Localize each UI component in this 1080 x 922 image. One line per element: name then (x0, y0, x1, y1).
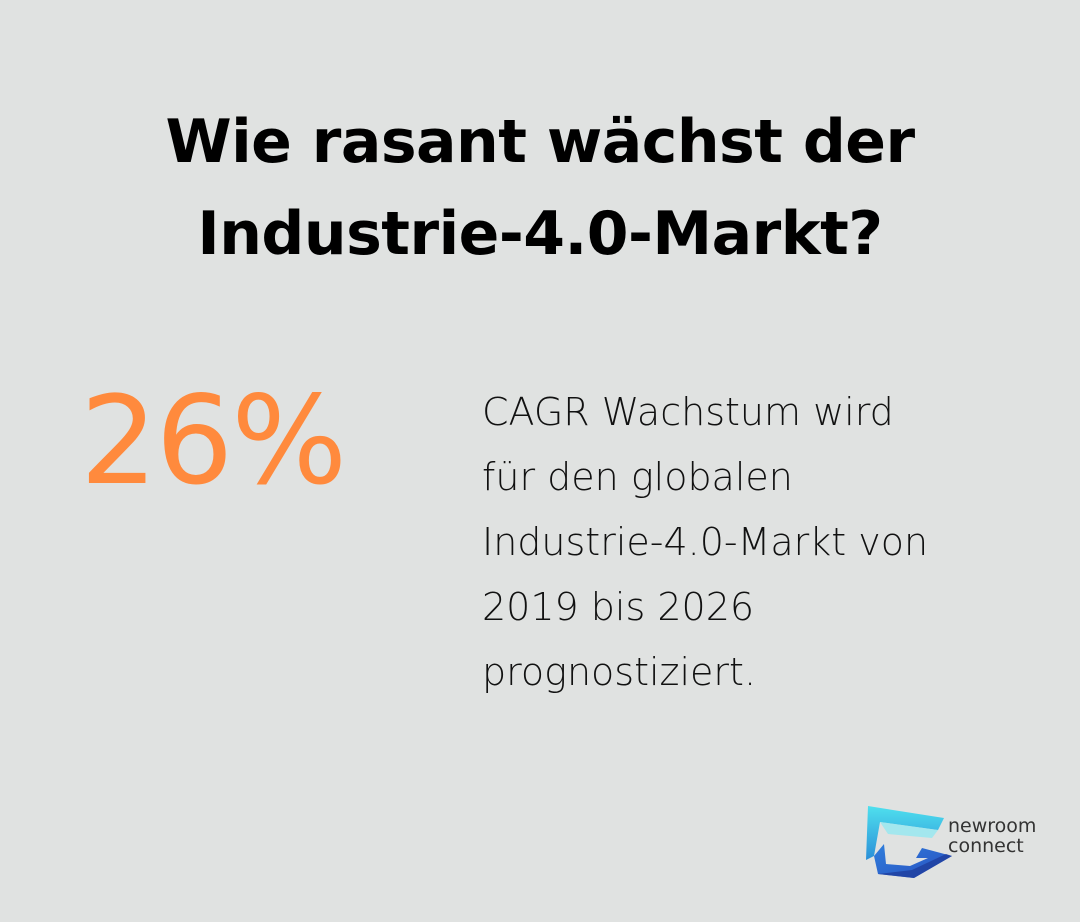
stat-value: 26% (80, 370, 347, 512)
newroom-connect-logo-icon (866, 806, 952, 878)
brand-logo: newroom connect (866, 804, 1046, 880)
stat-description-line-4: 2019 bis 2026 (482, 585, 755, 629)
page-title: Wie rasant wächst der Industrie-4.0-Mark… (40, 96, 1040, 280)
title-line-2: Industrie-4.0-Markt? (197, 199, 883, 269)
stat-description-line-5: prognostiziert. (482, 650, 757, 694)
title-line-1: Wie rasant wächst der (165, 107, 915, 177)
stat-description: CAGR Wachstum wird für den globalen Indu… (482, 380, 1042, 705)
logo-text-line-2: connect (948, 835, 1024, 857)
stat-description-line-1: CAGR Wachstum wird (482, 390, 894, 434)
stat-description-line-2: für den globalen (482, 455, 793, 499)
logo-text-line-1: newroom (948, 815, 1037, 837)
logo-text: newroom connect (948, 816, 1036, 856)
stat-description-line-3: Industrie-4.0-Markt von (482, 520, 929, 564)
